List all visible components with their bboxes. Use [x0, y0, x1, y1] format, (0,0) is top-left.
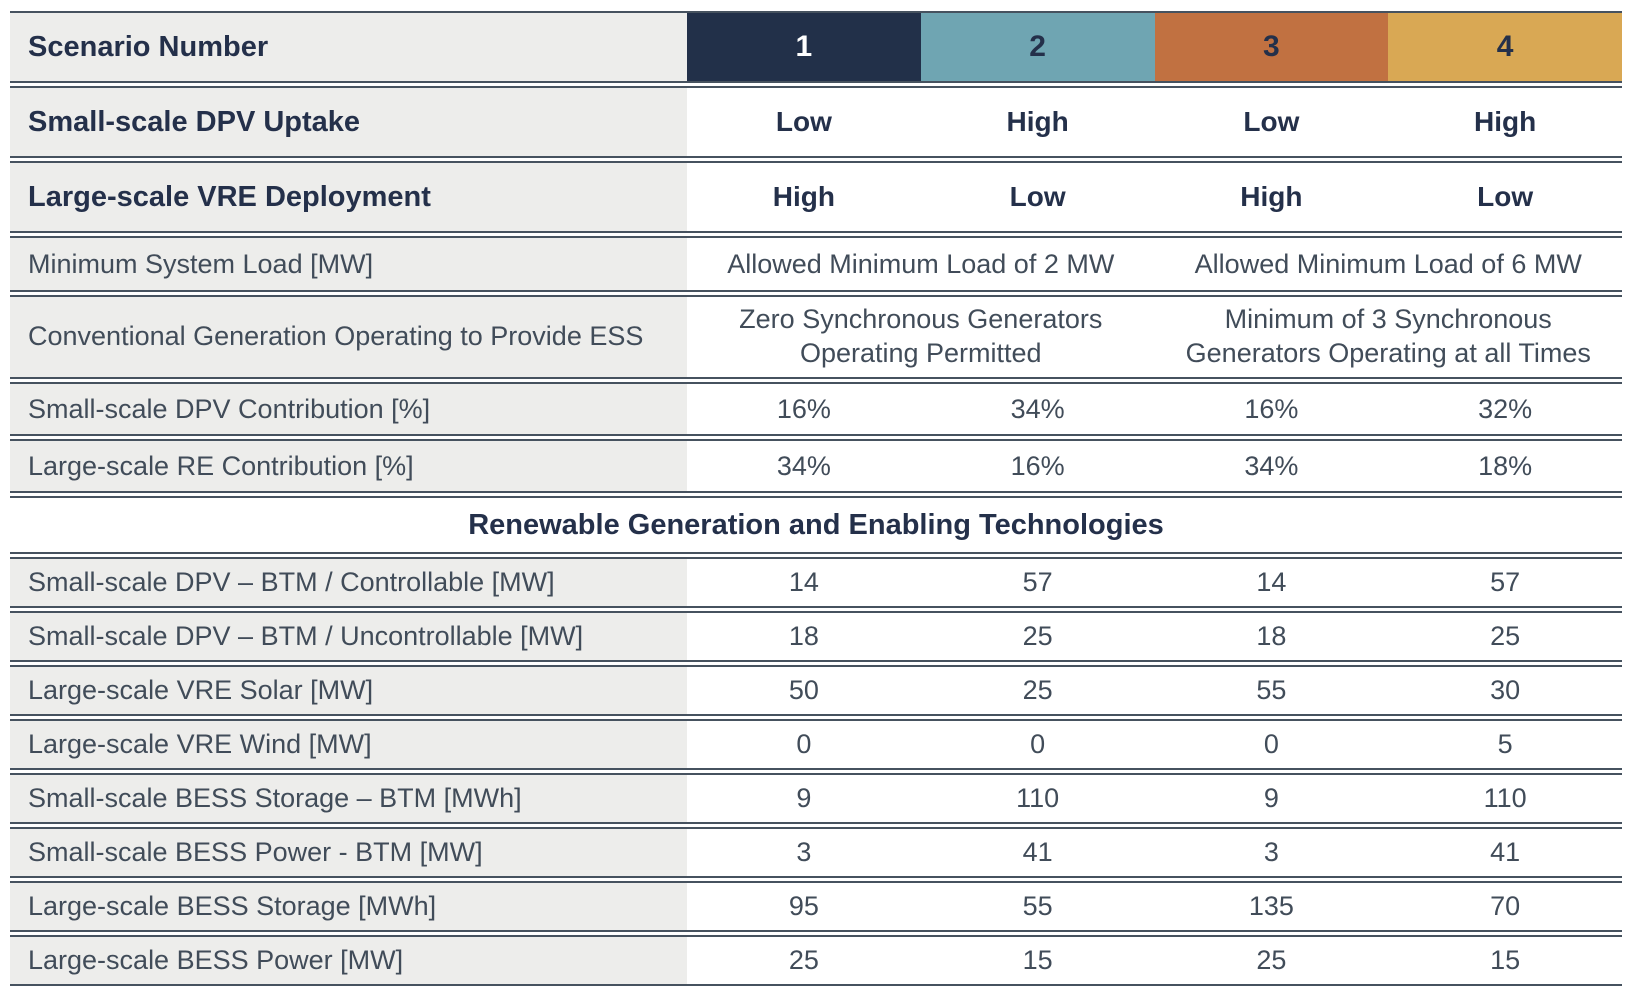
- row-label-vre-solar: Large-scale VRE Solar [MW]: [10, 665, 688, 716]
- dpv-controllable-s2: 57: [920, 557, 1155, 608]
- table-row-bess-storage-btm: Small-scale BESS Storage – BTM [MWh] 9 1…: [10, 773, 1622, 824]
- re-contribution-s1: 34%: [687, 439, 921, 493]
- dpv-uptake-row: Small-scale DPV Uptake Low High Low High: [10, 86, 1622, 158]
- dpv-contribution-s3: 16%: [1154, 382, 1389, 436]
- re-contribution-s3: 34%: [1154, 439, 1389, 493]
- row-label-min-system-load: Minimum System Load [MW]: [10, 236, 688, 292]
- min-load-s3-s4: Allowed Minimum Load of 6 MW: [1154, 236, 1622, 292]
- bess-storage-btm-s1: 9: [687, 773, 921, 824]
- section-header-title: Renewable Generation and Enabling Techno…: [10, 496, 1622, 554]
- row-label-dpv-controllable: Small-scale DPV – BTM / Controllable [MW…: [10, 557, 688, 608]
- ls-bess-power-s4: 15: [1388, 935, 1622, 986]
- vre-wind-s3: 0: [1154, 719, 1389, 770]
- min-load-s1-s2: Allowed Minimum Load of 2 MW: [687, 236, 1155, 292]
- dpv-uptake-s4: High: [1388, 86, 1622, 158]
- table-row-vre-wind: Large-scale VRE Wind [MW] 0 0 0 5: [10, 719, 1622, 770]
- vre-wind-s1: 0: [687, 719, 921, 770]
- table-row-vre-solar: Large-scale VRE Solar [MW] 50 25 55 30: [10, 665, 1622, 716]
- bess-storage-btm-s4: 110: [1388, 773, 1622, 824]
- scenario-2-header-cell: 2: [920, 11, 1155, 83]
- dpv-uptake-s1: Low: [687, 86, 921, 158]
- ls-bess-storage-s2: 55: [920, 881, 1155, 932]
- row-label-dpv-contribution: Small-scale DPV Contribution [%]: [10, 382, 688, 436]
- row-label-dpv-uncontrollable: Small-scale DPV – BTM / Uncontrollable […: [10, 611, 688, 662]
- dpv-uncontrollable-s1: 18: [687, 611, 921, 662]
- bess-power-btm-s2: 41: [920, 827, 1155, 878]
- ls-bess-power-s2: 15: [920, 935, 1155, 986]
- dpv-uptake-s3: Low: [1154, 86, 1389, 158]
- vre-solar-s3: 55: [1154, 665, 1389, 716]
- re-contribution-row: Large-scale RE Contribution [%] 34% 16% …: [10, 439, 1622, 493]
- bess-power-btm-s4: 41: [1388, 827, 1622, 878]
- scenario-4-header-cell: 4: [1388, 11, 1622, 83]
- section-header-row: Renewable Generation and Enabling Techno…: [10, 496, 1622, 554]
- conventional-generation-row: Conventional Generation Operating to Pro…: [10, 295, 1622, 379]
- re-contribution-s2: 16%: [920, 439, 1155, 493]
- vre-wind-s2: 0: [920, 719, 1155, 770]
- conv-gen-s1-s2: Zero Synchronous Generators Operating Pe…: [687, 295, 1155, 379]
- row-label-vre-deployment: Large-scale VRE Deployment: [10, 161, 688, 233]
- vre-solar-s2: 25: [920, 665, 1155, 716]
- dpv-uncontrollable-s2: 25: [920, 611, 1155, 662]
- dpv-controllable-s1: 14: [687, 557, 921, 608]
- table-row-dpv-uncontrollable: Small-scale DPV – BTM / Uncontrollable […: [10, 611, 1622, 662]
- ls-bess-storage-s1: 95: [687, 881, 921, 932]
- table-row-ls-bess-power: Large-scale BESS Power [MW] 25 15 25 15: [10, 935, 1622, 986]
- dpv-uncontrollable-s3: 18: [1154, 611, 1389, 662]
- table-row-ls-bess-storage: Large-scale BESS Storage [MWh] 95 55 135…: [10, 881, 1622, 932]
- bess-storage-btm-s2: 110: [920, 773, 1155, 824]
- table-row-bess-power-btm: Small-scale BESS Power - BTM [MW] 3 41 3…: [10, 827, 1622, 878]
- scenario-table: Scenario Number 1 2 3 4 Small-scale DPV …: [10, 8, 1622, 989]
- vre-solar-s1: 50: [687, 665, 921, 716]
- vre-deployment-s3: High: [1154, 161, 1389, 233]
- vre-deployment-s2: Low: [920, 161, 1155, 233]
- vre-deployment-s1: High: [687, 161, 921, 233]
- vre-deployment-row: Large-scale VRE Deployment High Low High…: [10, 161, 1622, 233]
- scenario-3-header-cell: 3: [1154, 11, 1389, 83]
- row-label-ls-bess-power: Large-scale BESS Power [MW]: [10, 935, 688, 986]
- row-label-bess-storage-btm: Small-scale BESS Storage – BTM [MWh]: [10, 773, 688, 824]
- row-label-re-contribution: Large-scale RE Contribution [%]: [10, 439, 688, 493]
- row-label-vre-wind: Large-scale VRE Wind [MW]: [10, 719, 688, 770]
- bess-storage-btm-s3: 9: [1154, 773, 1389, 824]
- dpv-contribution-row: Small-scale DPV Contribution [%] 16% 34%…: [10, 382, 1622, 436]
- dpv-contribution-s4: 32%: [1388, 382, 1622, 436]
- scenario-number-row: Scenario Number 1 2 3 4: [10, 11, 1622, 83]
- ls-bess-power-s1: 25: [687, 935, 921, 986]
- bess-power-btm-s1: 3: [687, 827, 921, 878]
- dpv-controllable-s3: 14: [1154, 557, 1389, 608]
- dpv-controllable-s4: 57: [1388, 557, 1622, 608]
- conv-gen-s3-s4: Minimum of 3 Synchronous Generators Oper…: [1154, 295, 1622, 379]
- row-label-dpv-uptake: Small-scale DPV Uptake: [10, 86, 688, 158]
- bess-power-btm-s3: 3: [1154, 827, 1389, 878]
- vre-deployment-s4: Low: [1388, 161, 1622, 233]
- row-label-conventional-generation: Conventional Generation Operating to Pro…: [10, 295, 688, 379]
- re-contribution-s4: 18%: [1388, 439, 1622, 493]
- row-label-bess-power-btm: Small-scale BESS Power - BTM [MW]: [10, 827, 688, 878]
- scenario-1-header-cell: 1: [687, 11, 921, 83]
- dpv-contribution-s1: 16%: [687, 382, 921, 436]
- min-system-load-row: Minimum System Load [MW] Allowed Minimum…: [10, 236, 1622, 292]
- dpv-uncontrollable-s4: 25: [1388, 611, 1622, 662]
- ls-bess-storage-s3: 135: [1154, 881, 1389, 932]
- dpv-uptake-s2: High: [920, 86, 1155, 158]
- ls-bess-power-s3: 25: [1154, 935, 1389, 986]
- row-label-ls-bess-storage: Large-scale BESS Storage [MWh]: [10, 881, 688, 932]
- row-label-scenario-number: Scenario Number: [10, 11, 688, 83]
- ls-bess-storage-s4: 70: [1388, 881, 1622, 932]
- vre-solar-s4: 30: [1388, 665, 1622, 716]
- vre-wind-s4: 5: [1388, 719, 1622, 770]
- table-row-dpv-controllable: Small-scale DPV – BTM / Controllable [MW…: [10, 557, 1622, 608]
- dpv-contribution-s2: 34%: [920, 382, 1155, 436]
